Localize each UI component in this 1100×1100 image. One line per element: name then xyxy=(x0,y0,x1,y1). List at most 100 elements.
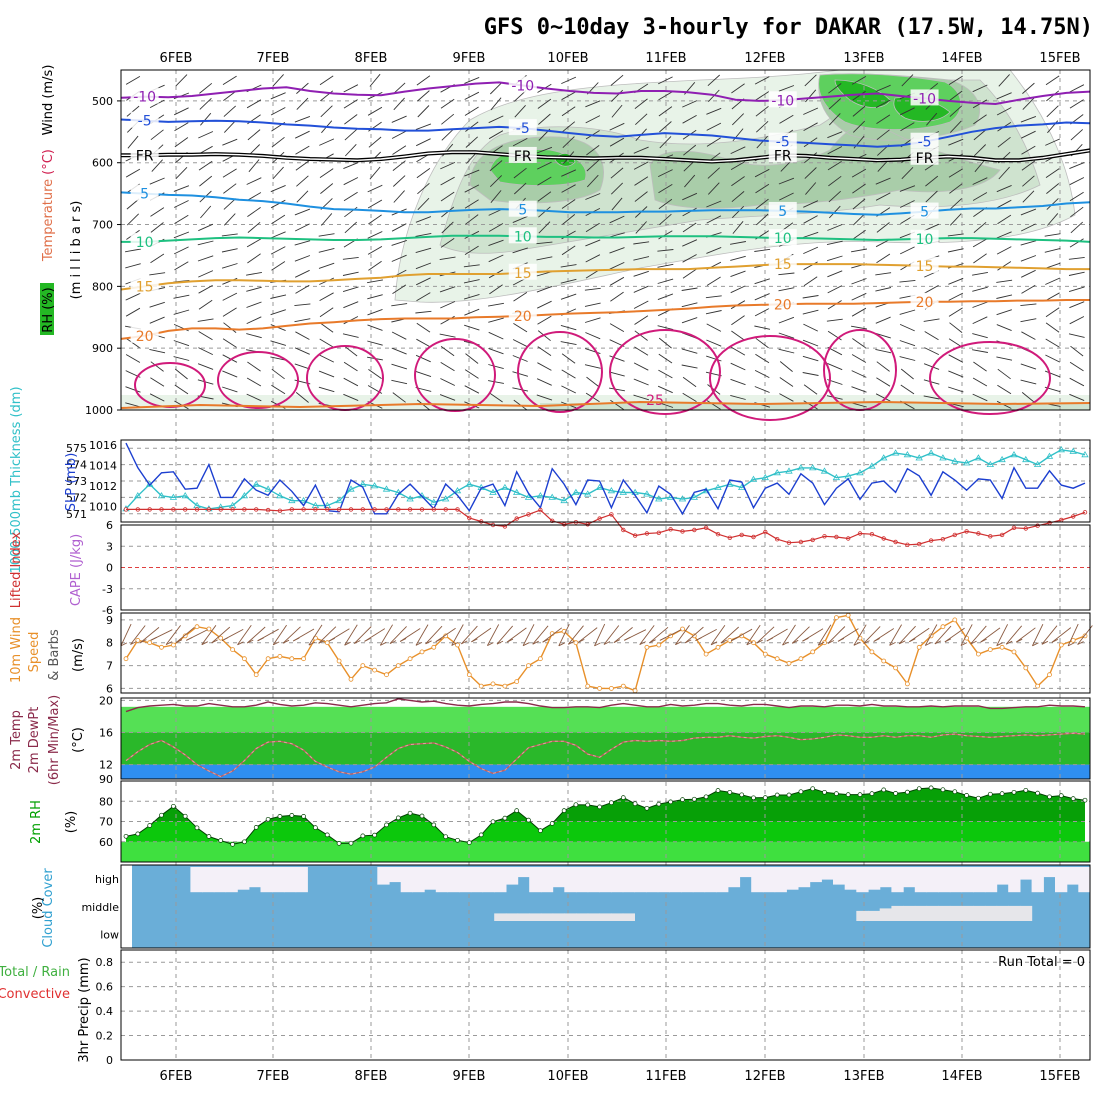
isotherm-label-bg xyxy=(508,307,537,324)
wind-barb xyxy=(827,285,843,294)
isotherm-label-bg xyxy=(768,255,797,272)
wind-barb xyxy=(537,346,552,356)
panel-frame-cloud xyxy=(120,864,1091,949)
wind-barb xyxy=(415,123,432,131)
wind-barb xyxy=(828,113,841,126)
thickness-point xyxy=(974,454,983,461)
wind-barb xyxy=(924,223,940,232)
wind-barb xyxy=(561,385,576,394)
wind-barb-flag xyxy=(944,638,952,643)
cloud-cover-high-clear xyxy=(961,867,974,893)
wind-barb xyxy=(754,386,770,393)
wind-barb xyxy=(489,392,503,403)
wind-barb-flag xyxy=(120,642,128,647)
thickness-point xyxy=(157,492,166,499)
wind-barb xyxy=(707,167,721,179)
wind-barb-10m xyxy=(909,627,930,643)
wind-barb xyxy=(1022,97,1035,110)
wind-barb xyxy=(174,214,189,224)
panel-frame-temp xyxy=(120,697,1091,780)
wind-barb xyxy=(875,287,892,292)
wind-speed-point xyxy=(762,651,768,657)
wind-barb-10m xyxy=(817,624,832,646)
wind-barb xyxy=(270,184,286,193)
wind-barb xyxy=(173,231,190,239)
wind-barb xyxy=(1045,322,1060,333)
rh-2m-point xyxy=(573,802,579,808)
cloud-cover-middle xyxy=(926,905,939,921)
wind-barb xyxy=(1045,168,1060,178)
wind-barb-flag xyxy=(960,642,968,647)
rh-2m-point xyxy=(632,801,638,807)
thickness-point xyxy=(169,493,178,500)
cloud-cover-high-clear xyxy=(657,867,670,893)
wind-barb xyxy=(730,146,746,155)
wind-barb xyxy=(391,303,408,307)
thickness-point xyxy=(879,454,888,461)
wind-barb xyxy=(610,182,624,195)
wind-barb xyxy=(561,76,577,85)
wind-barb-flag xyxy=(558,642,566,647)
wind-barb xyxy=(441,113,455,125)
wind-barb xyxy=(173,340,190,347)
wind-barb-10m xyxy=(970,625,987,645)
wind-barb xyxy=(464,385,480,394)
wind-barb xyxy=(949,90,963,101)
wind-barb xyxy=(633,256,650,261)
thickness-point xyxy=(1057,446,1066,453)
wind-barb xyxy=(415,216,432,223)
wind-barb xyxy=(270,231,286,239)
isotherm-label-bg xyxy=(910,202,939,219)
y-tick-label: 900 xyxy=(92,342,113,355)
wind-barb-10m xyxy=(898,625,916,645)
cloud-cover-high-clear xyxy=(482,867,495,893)
wind-barb xyxy=(658,184,673,194)
thickness-point xyxy=(619,488,628,495)
thickness-point xyxy=(489,488,497,495)
wind-barb-10m xyxy=(532,625,549,645)
thickness-point xyxy=(370,482,379,489)
y-tick-label-thickness: 573 xyxy=(66,475,87,488)
rh-2m-point xyxy=(1047,794,1052,800)
wind-barb xyxy=(923,379,940,385)
cloud-cover-high-clear xyxy=(926,867,939,893)
cloud-cover-high-clear xyxy=(424,867,437,890)
thickness-point xyxy=(643,490,651,497)
wind-barb xyxy=(271,261,286,271)
wind-barb xyxy=(996,92,1012,100)
y-tick-label: 1000 xyxy=(85,404,113,417)
thickness-point xyxy=(299,496,308,504)
wind-barb-10m xyxy=(863,626,881,644)
cloud-cover-middle xyxy=(914,905,928,921)
wind-speed-point xyxy=(632,688,638,694)
wind-barb-flag xyxy=(594,642,601,647)
wind-barb xyxy=(586,174,599,188)
wind-barb xyxy=(948,138,964,146)
wind-barb xyxy=(827,131,843,139)
wind-barb xyxy=(609,232,625,238)
y-tick-label: 600 xyxy=(92,157,113,170)
cloud-cover-high-clear xyxy=(1019,867,1033,880)
wind-barb xyxy=(827,362,843,371)
wind-barb xyxy=(755,337,769,349)
rh-2m-point xyxy=(798,789,804,795)
rh-2m-point xyxy=(147,823,153,828)
wind-barb-10m xyxy=(684,626,704,644)
rh-2m-point xyxy=(751,795,756,801)
wind-barb-flag xyxy=(603,641,611,645)
wind-barb xyxy=(415,247,432,254)
wind-barb xyxy=(756,135,768,149)
wind-barb xyxy=(609,387,625,392)
wind-barb xyxy=(658,230,673,240)
wind-barb xyxy=(802,355,819,362)
wind-speed-point xyxy=(597,686,602,691)
wind-barb xyxy=(1070,345,1084,357)
wind-barb xyxy=(633,161,649,170)
thickness-point xyxy=(1069,447,1077,454)
wind-barb xyxy=(1045,307,1060,318)
wind-barb xyxy=(391,331,407,340)
wind-barb xyxy=(271,368,285,380)
wind-barb xyxy=(828,190,842,203)
wind-barb xyxy=(174,246,189,255)
wind-barb xyxy=(343,99,358,109)
